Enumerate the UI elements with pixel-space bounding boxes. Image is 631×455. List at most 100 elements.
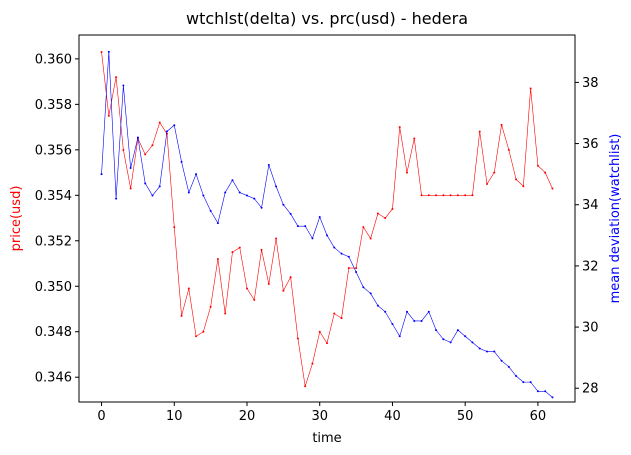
data-point-right [464, 335, 467, 338]
x-tick-label: 20 [239, 409, 256, 424]
data-point-left [318, 330, 321, 333]
data-point-left [384, 217, 387, 220]
data-point-right [158, 185, 161, 188]
y-axis-right-label: mean deviation(watchlist) [608, 134, 623, 304]
data-point-right [144, 182, 147, 185]
data-point-right [238, 191, 241, 194]
data-point-right [406, 310, 408, 313]
y-right-tick-label: 30 [582, 321, 599, 336]
y-left-tick-label: 0.358 [35, 98, 72, 113]
data-point-right [136, 136, 139, 139]
data-point-right [529, 381, 532, 384]
data-point-right [435, 329, 438, 332]
data-point-left [115, 76, 118, 79]
data-point-right [551, 396, 554, 399]
data-point-right [442, 338, 445, 341]
data-point-left [406, 171, 408, 174]
data-point-left [362, 226, 365, 229]
data-point-right [275, 185, 278, 188]
data-point-left [107, 114, 110, 117]
data-point-left [253, 298, 256, 301]
data-point-right [420, 319, 423, 322]
data-point-left [122, 148, 125, 151]
data-point-left [464, 194, 467, 197]
data-point-left [340, 317, 343, 320]
x-tick-label: 50 [457, 409, 474, 424]
data-point-right [202, 194, 205, 197]
data-point-left [173, 226, 176, 229]
data-point-left [347, 267, 350, 270]
data-point-right [216, 222, 219, 225]
x-tick-label: 40 [384, 409, 401, 424]
data-point-left [471, 194, 474, 197]
data-point-left [282, 289, 285, 292]
data-point-left [420, 194, 423, 197]
x-tick-label: 0 [97, 409, 105, 424]
data-point-right [500, 359, 503, 362]
data-point-left [493, 171, 496, 174]
data-point-right [507, 365, 510, 368]
data-point-right [318, 215, 321, 218]
data-point-right [326, 234, 328, 237]
data-point-right [427, 310, 430, 313]
data-point-left [391, 207, 394, 210]
x-tick-label: 10 [166, 409, 183, 424]
y-left-tick-label: 0.352 [35, 234, 72, 249]
data-point-left [158, 121, 161, 124]
data-point-right [115, 197, 118, 200]
data-point-left [442, 194, 445, 197]
data-point-left [355, 267, 358, 270]
data-point-right [267, 163, 270, 166]
y-left-tick-label: 0.354 [35, 189, 72, 204]
data-point-left [500, 123, 503, 126]
data-point-left [275, 237, 278, 240]
data-point-left [100, 51, 103, 54]
data-point-left [216, 257, 219, 260]
data-point-left [304, 385, 307, 388]
data-point-right [260, 206, 263, 209]
data-point-right [376, 304, 379, 307]
data-point-left [180, 314, 183, 317]
data-point-left [224, 312, 227, 315]
data-point-left [536, 164, 539, 167]
data-point-right [362, 286, 365, 289]
data-point-right [122, 84, 125, 87]
data-point-left [267, 282, 270, 285]
data-point-right [180, 160, 183, 163]
data-point-left [376, 212, 379, 215]
x-tick-label: 60 [530, 409, 547, 424]
data-point-left [289, 276, 292, 279]
data-point-left [311, 362, 314, 365]
data-point-right [289, 212, 292, 215]
y-left-tick-label: 0.350 [35, 280, 72, 295]
data-point-left [486, 182, 488, 185]
y-right-tick-label: 36 [582, 137, 599, 152]
data-point-right [231, 179, 234, 182]
data-point-left [507, 148, 510, 151]
data-point-left [544, 171, 547, 174]
data-point-right [333, 246, 336, 249]
data-point-left [427, 194, 430, 197]
data-point-right [384, 310, 387, 313]
y-left-tick-label: 0.348 [35, 325, 72, 340]
data-point-right [304, 225, 307, 228]
data-point-right [166, 130, 168, 133]
data-point-right [100, 173, 103, 176]
y-right-tick-label: 32 [582, 259, 599, 274]
data-point-right [355, 271, 358, 274]
chart-title: wtchlst(delta) vs. prc(usd) - hedera [186, 9, 468, 28]
data-point-right [195, 173, 198, 176]
y-right-tick-label: 28 [582, 382, 599, 397]
data-point-left [369, 237, 372, 240]
plot-area [100, 50, 554, 399]
data-point-left [151, 144, 154, 147]
data-point-right [129, 167, 132, 170]
data-point-left [435, 194, 438, 197]
data-point-right [209, 209, 212, 212]
data-point-right [515, 375, 518, 377]
data-point-right [340, 252, 343, 255]
y-right-tick-label: 34 [582, 198, 599, 213]
data-point-left [246, 287, 248, 290]
data-point-left [195, 335, 198, 338]
